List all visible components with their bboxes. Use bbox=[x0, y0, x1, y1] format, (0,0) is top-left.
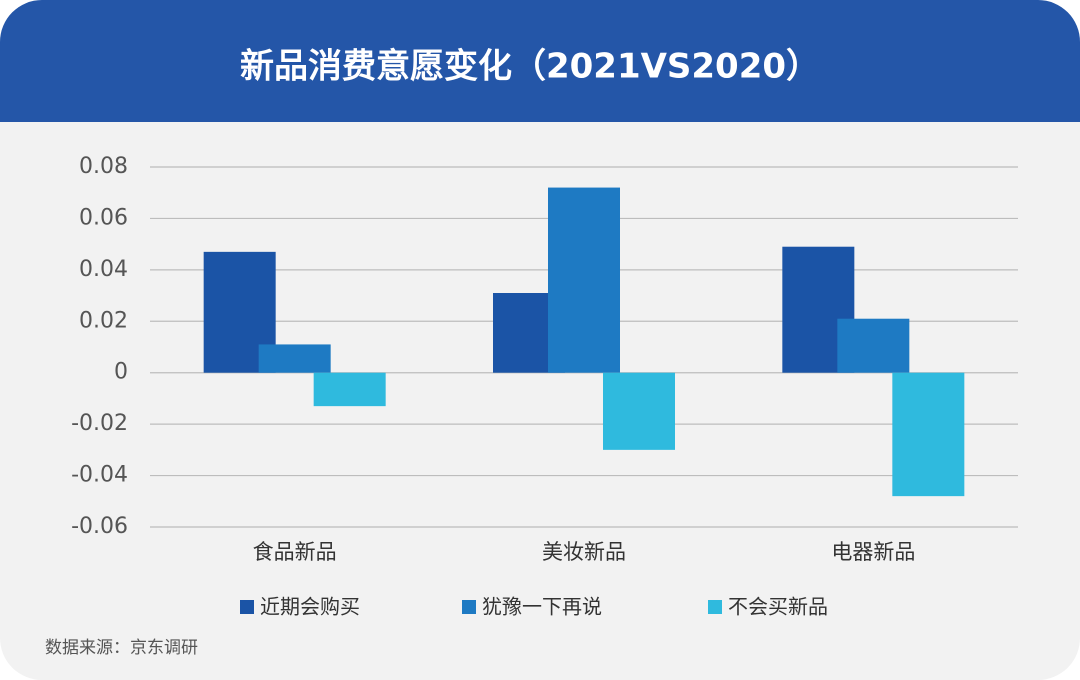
bar bbox=[313, 372, 386, 407]
y-tick-label: 0.06 bbox=[79, 205, 128, 230]
legend-swatch bbox=[240, 600, 254, 614]
y-tick-label: -0.06 bbox=[71, 514, 128, 539]
legend-swatch bbox=[708, 600, 722, 614]
legend-label: 近期会购买 bbox=[260, 595, 360, 619]
header-banner bbox=[0, 0, 1080, 122]
x-tick-label: 食品新品 bbox=[253, 540, 337, 564]
legend-label: 不会买新品 bbox=[728, 595, 828, 619]
chart-title: 新品消费意愿变化（2021VS2020） bbox=[240, 47, 820, 87]
y-tick-label: 0 bbox=[114, 360, 128, 385]
bar bbox=[258, 344, 331, 373]
y-tick-label: -0.02 bbox=[71, 411, 128, 436]
legend-label: 犹豫一下再说 bbox=[482, 595, 602, 619]
y-tick-label: 0.02 bbox=[79, 308, 128, 333]
y-tick-label: 0.08 bbox=[79, 154, 128, 179]
y-tick-label: 0.04 bbox=[79, 257, 128, 282]
bar bbox=[837, 318, 910, 373]
legend-swatch bbox=[462, 600, 476, 614]
bar bbox=[548, 187, 620, 373]
source-note: 数据来源：京东调研 bbox=[45, 638, 198, 658]
x-tick-label: 美妆新品 bbox=[542, 540, 626, 564]
bar bbox=[892, 372, 965, 497]
y-tick-label: -0.04 bbox=[71, 463, 128, 488]
bar bbox=[603, 372, 675, 450]
x-tick-label: 电器新品 bbox=[831, 540, 915, 564]
